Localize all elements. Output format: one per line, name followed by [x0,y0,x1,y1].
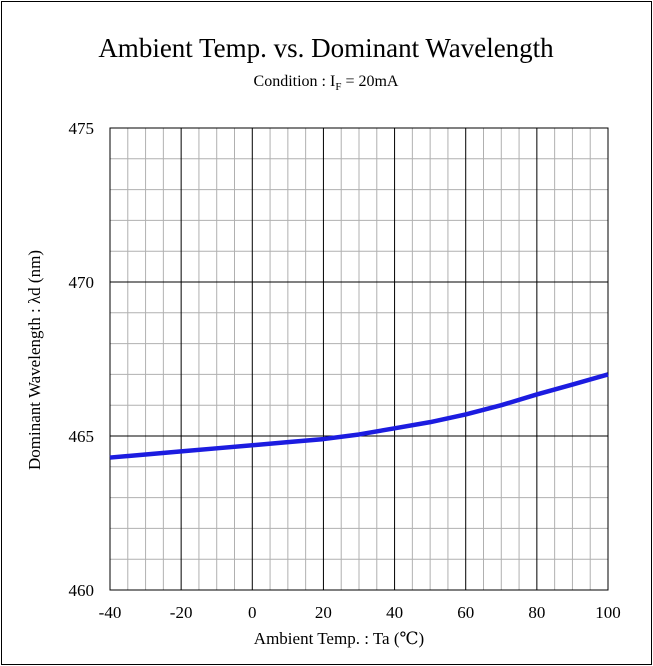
y-tick-label: 475 [69,119,95,138]
series-line [109,372,609,460]
subtitle-prefix: Condition : I [254,73,336,90]
x-tick-label: 60 [457,603,474,622]
subtitle-subscript: F [335,81,341,93]
chart-title: Ambient Temp. vs. Dominant Wavelength [98,33,554,63]
grid-minor [110,128,608,590]
x-tick-label: 80 [528,603,545,622]
x-tick-label: 20 [315,603,332,622]
series-layer [109,372,609,460]
y-axis-label: Dominant Wavelength : λd (nm) [25,250,44,470]
x-tick-label: -40 [99,603,122,622]
y-tick-labels: 460 465 470 475 [69,119,95,600]
x-tick-labels: -40 -20 0 20 40 60 80 100 [99,603,621,622]
x-tick-label: 0 [248,603,257,622]
y-tick-label: 470 [69,273,95,292]
x-axis-label: Ambient Temp. : Ta (℃) [254,629,424,648]
x-tick-label: -20 [170,603,193,622]
plot-border [109,127,609,591]
x-tick-label: 40 [386,603,403,622]
chart-subtitle: Condition : IF = 20mA [254,73,399,93]
subtitle-suffix: = 20mA [341,73,398,90]
x-tick-label: 100 [595,603,621,622]
y-tick-label: 465 [69,427,95,446]
y-tick-label: 460 [69,581,95,600]
